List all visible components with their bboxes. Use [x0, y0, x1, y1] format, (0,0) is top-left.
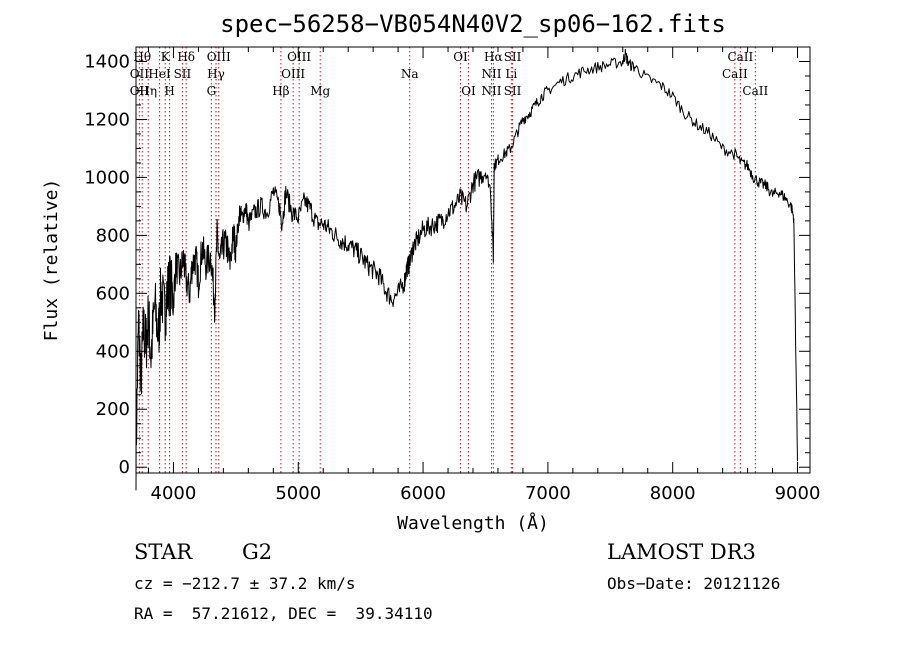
y-tick-label-400: 400 — [96, 341, 130, 362]
marker-label-6-0: SII — [174, 67, 192, 81]
chart-title: spec−56258−VB054N40V2_sp06−162.fits — [220, 10, 726, 38]
marker-label-18-1: NII — [481, 84, 501, 98]
y-tick-label-200: 200 — [96, 399, 130, 420]
marker-label-19-0: Hα — [484, 50, 503, 64]
x-tick-label-9000: 9000 — [775, 483, 821, 504]
marker-label-0-1: OII — [130, 84, 150, 98]
y-tick-label-1000: 1000 — [84, 167, 130, 188]
spectrum-series — [135, 48, 798, 491]
marker-label-15-0: Na — [401, 67, 419, 81]
y-axis-label: Flux (relative) — [41, 179, 62, 342]
object-class: STAR — [134, 540, 193, 564]
marker-label-0-0: OII — [130, 67, 150, 81]
plot-frame — [135, 46, 811, 474]
marker-label-13-0: OIII — [287, 50, 311, 64]
marker-label-3-0: HeI — [148, 67, 171, 81]
marker-label-8-0: G — [207, 84, 217, 98]
sky-coordinates: RA = 57.21612, DEC = 39.34110 — [134, 604, 433, 623]
line-markers: OIIOIIHθHηHeIKHSIIHδGHγOIIIHβOIIIOIIIMgN… — [130, 47, 768, 473]
marker-label-9-0: Hγ — [207, 67, 225, 81]
marker-label-21-1: SII — [504, 84, 522, 98]
x-tick-label-6000: 6000 — [400, 483, 446, 504]
y-tick-label-0: 0 — [119, 457, 130, 478]
marker-label-17-0: OI — [461, 84, 476, 98]
marker-label-14-0: Mg — [310, 84, 330, 98]
marker-label-21-0: SII — [504, 50, 522, 64]
marker-label-24-0: CaII — [742, 84, 768, 98]
x-tick-label-4000: 4000 — [151, 483, 197, 504]
marker-label-16-0: OI — [453, 50, 468, 64]
marker-label-23-0: CaII — [727, 50, 753, 64]
survey-name: LAMOST DR3 — [607, 540, 756, 564]
marker-label-2-0: Hη — [139, 84, 157, 98]
marker-label-4-0: K — [161, 50, 171, 64]
x-tick-label-7000: 7000 — [525, 483, 571, 504]
marker-label-12-0: OIII — [281, 67, 305, 81]
y-tick-label-600: 600 — [96, 283, 130, 304]
x-tick-label-8000: 8000 — [650, 483, 696, 504]
redshift-velocity: cz = −212.7 ± 37.2 km/s — [134, 574, 356, 593]
marker-label-7-0: Hδ — [177, 50, 195, 64]
object-subclass: G2 — [242, 540, 273, 564]
marker-label-22-0: CaII — [722, 67, 748, 81]
marker-label-11-0: Hβ — [272, 84, 289, 98]
observation-date: Obs−Date: 20121126 — [607, 574, 781, 593]
marker-label-5-0: H — [164, 84, 174, 98]
marker-label-20-0: Li — [505, 67, 517, 81]
x-axis-label: Wavelength (Å) — [397, 512, 549, 534]
y-tick-label-800: 800 — [96, 225, 130, 246]
y-tick-label-1400: 1400 — [84, 51, 130, 72]
y-tick-label-1200: 1200 — [84, 109, 130, 130]
marker-label-10-0: OIII — [207, 50, 231, 64]
x-tick-label-5000: 5000 — [275, 483, 321, 504]
axes: 4000 5000 6000 7000 8000 9000 0 200 400 600 800 100… — [84, 46, 821, 504]
marker-label-1-0: Hθ — [133, 50, 151, 64]
marker-label-18-0: NII — [481, 67, 501, 81]
spectrum-line — [135, 48, 798, 491]
